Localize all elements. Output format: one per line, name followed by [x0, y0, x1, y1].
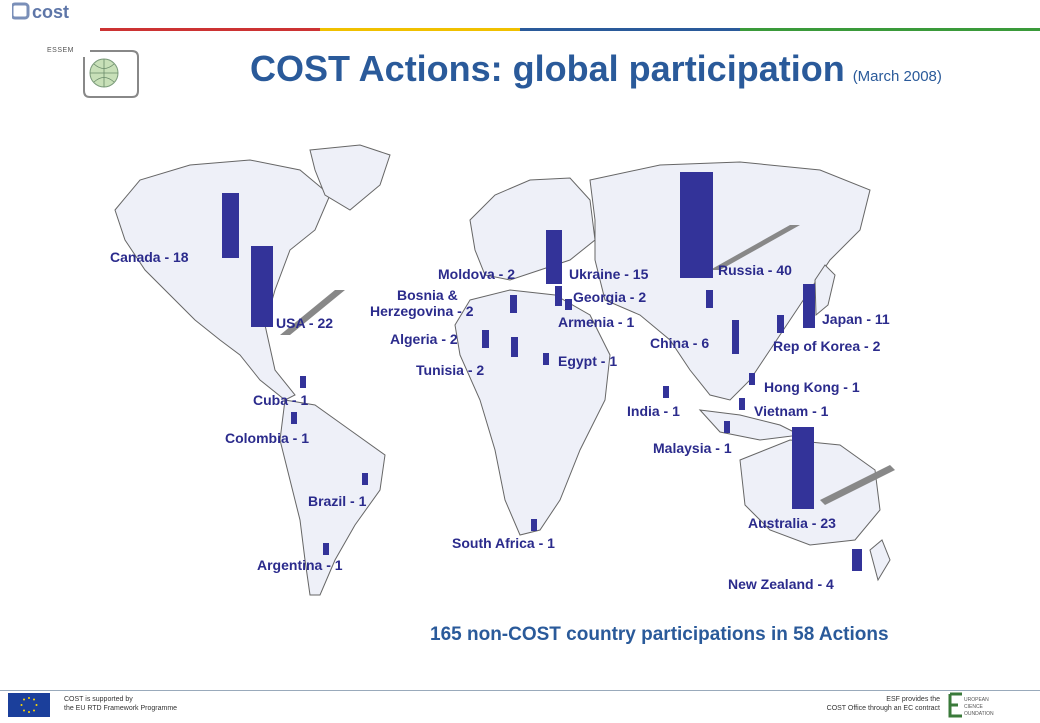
label-australia: Australia - 23: [748, 515, 836, 531]
bar-south-africa: [531, 519, 537, 531]
asia-landmass: [589, 161, 871, 401]
esf-logo: UROPEAN CIENCE OUNDATION: [948, 692, 1010, 718]
label-cuba: Cuba - 1: [253, 392, 309, 408]
bar-malaysia: [724, 421, 730, 433]
footer-right-text: ESF provides the COST Office through an …: [827, 695, 940, 713]
label-korea: Rep of Korea - 2: [773, 338, 881, 354]
bar-egypt: [543, 353, 549, 365]
label-moldova: Moldova - 2: [438, 266, 516, 282]
label-vietnam: Vietnam - 1: [754, 403, 829, 419]
page-subtitle: (March 2008): [852, 68, 942, 85]
label-china: China - 6: [650, 335, 710, 351]
bar-new-zealand: [852, 549, 862, 571]
label-egypt: Egypt - 1: [558, 353, 618, 369]
bar-tunisia: [511, 337, 518, 357]
europe-landmass: [469, 177, 596, 281]
label-usa: USA - 22: [276, 315, 334, 331]
essem-globe-icon: [82, 47, 140, 99]
bar-canada: [222, 193, 239, 258]
svg-text:CIENCE: CIENCE: [964, 704, 984, 710]
bar-cuba: [300, 376, 306, 388]
africa-landmass: [454, 289, 611, 536]
bar-russia: [680, 172, 713, 278]
bar-moldova: [555, 286, 562, 306]
bar-usa: [251, 246, 273, 327]
bar-algeria: [482, 330, 489, 348]
essem-label: ESSEM: [47, 47, 75, 54]
bar-japan: [803, 284, 815, 328]
label-south-africa: South Africa - 1: [452, 535, 555, 551]
footer-divider: [0, 690, 1040, 691]
eu-flag-icon: [8, 693, 50, 717]
footer-right-line2: COST Office through an EC contract: [826, 705, 940, 712]
label-bosnia-line1: Bosnia &: [397, 287, 458, 303]
svg-text:OUNDATION: OUNDATION: [964, 711, 994, 717]
label-ukraine: Ukraine - 15: [569, 266, 649, 282]
label-india: India - 1: [627, 403, 680, 419]
label-bosnia-line2: Herzegovina - 2: [370, 303, 474, 319]
page-title: COST Actions: global participation (March…: [250, 48, 942, 90]
cost-logo-text: cost: [32, 2, 69, 22]
bar-colombia: [291, 412, 297, 424]
label-hong-kong: Hong Kong - 1: [764, 379, 860, 395]
header-color-strip: [100, 18, 1040, 31]
new-zealand-landmass: [869, 539, 891, 582]
cost-logo: cost: [10, 2, 100, 22]
footer-right-line1: ESF provides the: [886, 696, 940, 703]
north-america-landmass: [114, 159, 331, 401]
label-armenia: Armenia - 1: [558, 314, 635, 330]
summary-text: 165 non-COST country participations in 5…: [430, 624, 889, 645]
bar-argentina: [323, 543, 329, 555]
bar-ukraine: [546, 230, 562, 284]
bar-georgia: [565, 299, 572, 310]
bar-vietnam: [739, 398, 745, 410]
label-georgia: Georgia - 2: [573, 289, 647, 305]
label-algeria: Algeria - 2: [390, 331, 458, 347]
footer-left-line2: the EU RTD Framework Programme: [64, 705, 178, 712]
greenland-landmass: [309, 144, 391, 211]
title-text: COST Actions: global participation: [250, 48, 845, 89]
footer-left-line1: COST is supported by: [64, 696, 133, 703]
bar-india: [663, 386, 669, 398]
bar-china-2: [732, 320, 739, 354]
label-tunisia: Tunisia - 2: [416, 362, 485, 378]
label-colombia: Colombia - 1: [225, 430, 310, 446]
bar-korea: [777, 315, 784, 333]
label-malaysia: Malaysia - 1: [653, 440, 732, 456]
south-america-landmass: [279, 399, 386, 596]
footer-left-text: COST is supported by the EU RTD Framewor…: [64, 695, 177, 713]
header-band: [0, 0, 1040, 20]
japan-landmass: [814, 264, 836, 317]
label-russia: Russia - 40: [718, 262, 792, 278]
bar-china: [706, 290, 713, 308]
bar-australia: [792, 427, 814, 509]
bar-brazil: [362, 473, 368, 485]
label-brazil: Brazil - 1: [308, 493, 367, 509]
world-map: [114, 144, 895, 596]
bar-bosnia: [510, 295, 517, 313]
svg-text:UROPEAN: UROPEAN: [964, 697, 989, 703]
label-argentina: Argentina - 1: [257, 557, 343, 573]
label-canada: Canada - 18: [110, 249, 189, 265]
label-japan: Japan - 11: [822, 311, 890, 327]
bar-hong-kong: [749, 373, 755, 385]
label-new-zealand: New Zealand - 4: [728, 576, 834, 592]
